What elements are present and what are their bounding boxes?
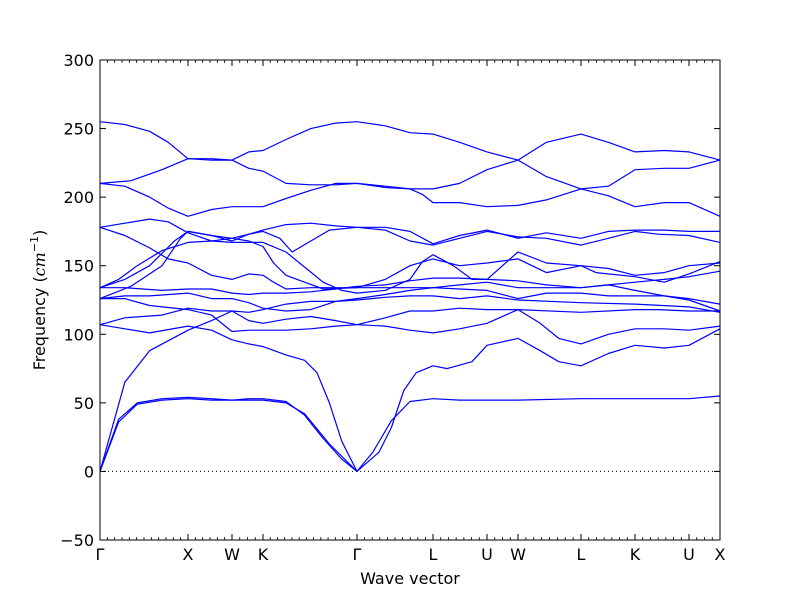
y-tick-label: 50: [74, 394, 94, 413]
y-axis-title-exponent: −1: [28, 236, 41, 252]
y-tick-label: −50: [60, 531, 94, 550]
dispersion-branch-14: [99, 182, 721, 217]
y-tick-label: 250: [63, 120, 94, 139]
dispersion-branch-10: [99, 218, 721, 294]
x-tick-label: L: [429, 545, 438, 564]
x-tick-label: X: [182, 545, 193, 564]
y-tick-label: 150: [63, 257, 94, 276]
y-tick-label: 100: [63, 325, 94, 344]
dispersion-branch-4: [99, 324, 358, 472]
dispersion-branch-11: [99, 226, 721, 290]
y-tick-label: 300: [63, 51, 94, 70]
x-tick-label: X: [715, 545, 726, 564]
dispersion-branch-5: [99, 295, 721, 326]
y-tick-label: 200: [63, 188, 94, 207]
y-axis-title-main: Frequency (: [30, 276, 49, 370]
dispersion-curves: [99, 121, 721, 472]
dispersion-branch-9: [99, 237, 721, 312]
x-tick-label: W: [510, 545, 526, 564]
dispersion-branch-7: [99, 287, 721, 312]
x-tick-label: W: [224, 545, 240, 564]
plot-frame: [99, 59, 721, 541]
y-axis-title-unit: cm: [30, 252, 49, 276]
x-tick-label: U: [683, 545, 695, 564]
x-tick-label: K: [630, 545, 641, 564]
y-axis-title: Frequency (cm−1): [28, 230, 49, 371]
x-tick-label: K: [258, 545, 269, 564]
dispersion-branch-15: [99, 158, 721, 190]
x-axis-title: Wave vector: [360, 569, 460, 588]
dispersion-branch-16: [99, 121, 721, 161]
x-tick-label: Γ: [96, 545, 105, 564]
x-tick-label: L: [577, 545, 586, 564]
x-tick-label: U: [481, 545, 493, 564]
y-tick-label: 0: [84, 462, 94, 481]
x-tick-label: Γ: [353, 545, 362, 564]
dispersion-branch-3: [99, 328, 721, 472]
y-axis-title-close: ): [30, 230, 49, 236]
dispersion-branch-6: [100, 298, 720, 333]
y-axis-ticks: −50 0 50 100 150 200 250 300: [60, 51, 720, 550]
dispersion-branch-13: [99, 226, 720, 300]
dispersion-branch-2: [99, 395, 721, 472]
dispersion-branch-1: [99, 309, 721, 472]
